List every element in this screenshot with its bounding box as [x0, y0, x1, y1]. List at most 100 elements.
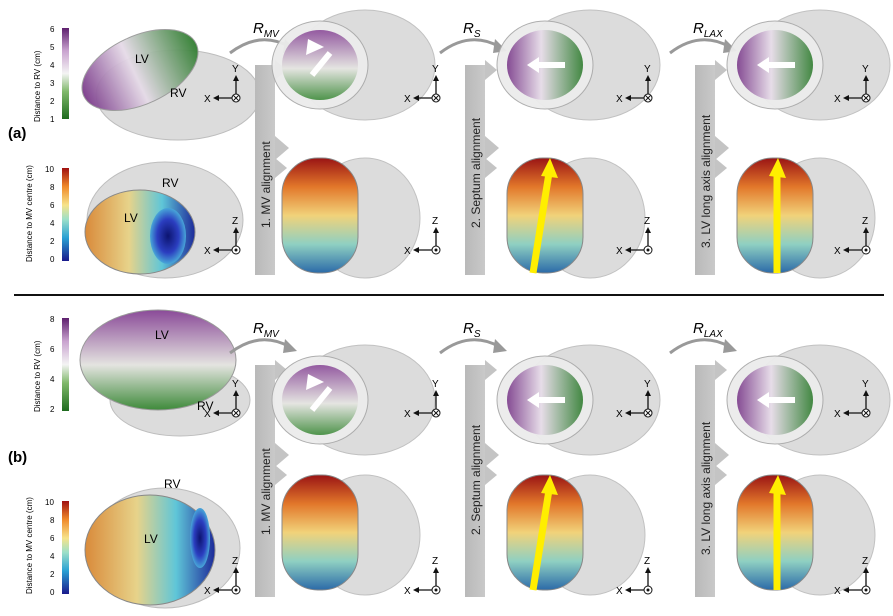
colorbar-tick: 8	[50, 516, 55, 525]
rv-label: RV	[170, 86, 186, 100]
axis-triad: YX	[834, 379, 871, 420]
lv-label: LV	[155, 328, 169, 342]
axis-label: X	[404, 409, 411, 420]
step-arrowhead	[715, 360, 727, 380]
axis-triad: YX	[616, 64, 653, 105]
colorbar-distance-rv-b: Distance to RV (cm) 8 6 4 2	[33, 315, 69, 414]
rotation-label-3: RLAX	[693, 320, 723, 340]
colorbar-tick: 2	[50, 570, 55, 579]
colorbar-tick: 8	[50, 183, 55, 192]
heart-original-top-a: LV RV	[81, 29, 261, 141]
axis-label: X	[834, 246, 841, 257]
axis-triad: ZX	[834, 556, 871, 597]
heart-original-top-b: LV RV	[79, 309, 251, 437]
colorbar-title: Distance to RV (cm)	[33, 50, 42, 122]
colorbar-tick: 4	[50, 219, 55, 228]
heart-aligned-bottom	[281, 474, 421, 596]
axis-label: Y	[432, 64, 439, 75]
heart-aligned-top	[726, 9, 891, 121]
colorbar-title: Distance to MV centre (cm)	[25, 165, 34, 262]
alignment-steps: 1. MV alignment RMV 2. Septum alignment RS 3…	[229, 9, 891, 597]
colorbar-tick: 4	[50, 552, 55, 561]
axis-triad: ZX	[204, 216, 241, 257]
axis-label: Z	[862, 216, 868, 227]
axis-triad: YX	[616, 379, 653, 420]
axis-label: Y	[644, 379, 651, 390]
axis-triad: ZX	[616, 556, 653, 597]
colorbar-tick: 6	[50, 345, 55, 354]
rv-label: RV	[164, 477, 180, 491]
axis-label: Z	[232, 556, 238, 567]
colorbar-tick: 3	[50, 79, 55, 88]
step-arrowhead	[715, 465, 727, 485]
colorbar-tick: 2	[50, 405, 55, 414]
axis-label: X	[204, 94, 211, 105]
axis-label: X	[616, 246, 623, 257]
axis-label: Z	[432, 556, 438, 567]
colorbar-tick: 6	[50, 534, 55, 543]
colorbar-tick: 6	[50, 25, 55, 34]
colorbar-title: Distance to MV centre (cm)	[25, 497, 34, 594]
step-arrow-3: 3. LV long axis alignment RLAX	[669, 20, 737, 275]
axis-label: X	[404, 586, 411, 597]
axis-triad: YX	[404, 379, 441, 420]
axis-label: X	[834, 409, 841, 420]
axis-label: Y	[644, 64, 651, 75]
colorbar-tick: 8	[50, 315, 55, 324]
step-arrow-2: 2. Septum alignment RS	[439, 320, 507, 597]
step-arrowhead	[275, 360, 287, 380]
axis-label: X	[834, 586, 841, 597]
heart-original-bottom-b: LV RV	[84, 477, 241, 609]
axis-label: X	[834, 94, 841, 105]
lv-label: LV	[124, 211, 138, 225]
rotation-arrow-icon	[229, 338, 291, 355]
heart-original-bottom-a: LV RV	[84, 161, 244, 279]
step-arrowhead	[715, 60, 727, 80]
heart-aligned-bottom	[736, 157, 876, 279]
axis-triad: ZX	[834, 216, 871, 257]
axis-triad: ZX	[616, 216, 653, 257]
rotation-label-2: RS	[463, 320, 481, 340]
colorbar-tick: 5	[50, 43, 55, 52]
axis-label: Y	[232, 64, 239, 75]
step-arrow-2: 2. Septum alignment RS	[439, 20, 507, 275]
heart-aligned-top	[496, 344, 661, 456]
rotation-arrow-icon	[669, 38, 731, 55]
step-label-1: 1. MV alignment	[259, 448, 273, 535]
colorbar-distance-mv-a: Distance to MV centre (cm) 10 8 6 4 2 0	[25, 165, 69, 264]
colorbar-tick: 4	[50, 61, 55, 70]
axis-label: X	[204, 409, 211, 420]
colorbar-title: Distance to RV (cm)	[33, 340, 42, 412]
axis-triad: YX	[204, 64, 241, 105]
panel-label-b: (b)	[8, 449, 27, 466]
axis-triad: ZX	[204, 556, 241, 597]
step-arrowhead	[715, 158, 727, 178]
rotation-label-1: RMV	[253, 320, 280, 340]
axis-label: Z	[862, 556, 868, 567]
colorbar-tick: 10	[45, 498, 54, 507]
rotation-label-1: RMV	[253, 20, 280, 40]
long-axis-arrow	[529, 172, 553, 274]
step-arrowhead	[275, 465, 287, 485]
colorbar-tick: 2	[50, 237, 55, 246]
lv-label: LV	[144, 532, 158, 546]
step-arrowhead	[485, 158, 497, 178]
colorbar-tick: 10	[45, 165, 54, 174]
rotation-label-2: RS	[463, 20, 481, 40]
heart-aligned-top	[496, 9, 661, 121]
heart-aligned-bottom	[506, 474, 646, 596]
long-axis-arrow	[529, 489, 553, 591]
colorbar-tick: 1	[50, 115, 55, 124]
colorbar-tick: 0	[50, 255, 55, 264]
axis-label: Z	[432, 216, 438, 227]
axis-label: X	[616, 586, 623, 597]
step-arrow-1: 1. MV alignment RMV	[229, 320, 297, 597]
axis-label: Z	[232, 216, 238, 227]
axis-label: X	[404, 94, 411, 105]
axis-triad: ZX	[404, 216, 441, 257]
rv-label: RV	[197, 399, 213, 413]
axis-label: Y	[862, 64, 869, 75]
axis-label: Y	[432, 379, 439, 390]
colorbar-tick: 0	[50, 588, 55, 597]
